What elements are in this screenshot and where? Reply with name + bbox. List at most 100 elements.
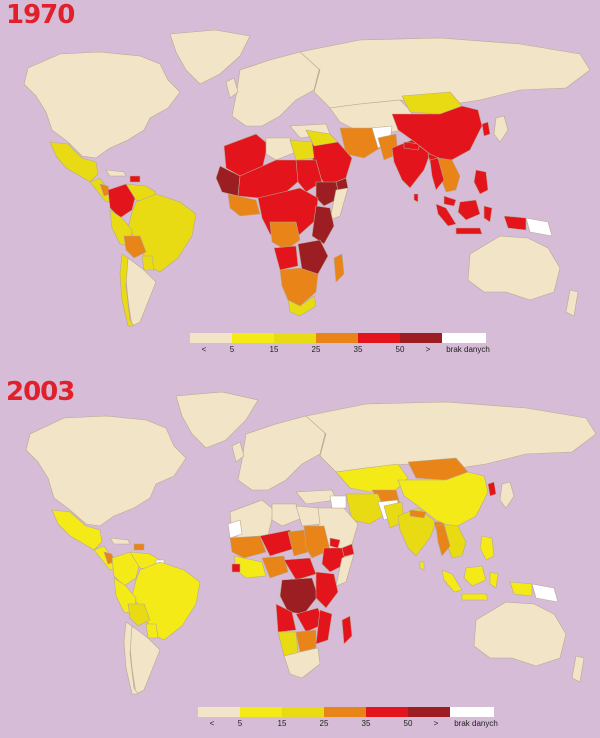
mexico xyxy=(49,141,99,183)
thailand-burma xyxy=(429,157,445,191)
east-africa xyxy=(311,205,335,245)
legend-swatch xyxy=(442,333,486,343)
paraguay xyxy=(145,623,159,639)
egypt xyxy=(295,505,321,527)
legend-swatch xyxy=(400,333,442,343)
new-guinea-west xyxy=(509,581,533,597)
sri-lanka xyxy=(413,193,419,203)
legend-label: 50 xyxy=(395,345,405,354)
legend-label: 25 xyxy=(311,345,321,354)
north-africa-libya xyxy=(265,137,297,161)
angola xyxy=(273,245,299,271)
legend-swatch xyxy=(316,333,358,343)
brazil xyxy=(131,561,201,641)
world-map-1970 xyxy=(23,30,591,327)
legend-swatch xyxy=(198,707,240,717)
legend-label: 50 xyxy=(403,719,413,728)
mozambique xyxy=(315,609,333,645)
somalia xyxy=(329,187,349,221)
russia xyxy=(305,401,597,473)
sulawesi xyxy=(483,205,493,223)
legend-swatch xyxy=(190,333,232,343)
north-america xyxy=(25,415,187,527)
legend-label: 5 xyxy=(229,345,235,354)
paraguay xyxy=(141,255,155,271)
legend-label: 25 xyxy=(319,719,329,728)
zambia-moz xyxy=(297,239,329,275)
legend-swatch xyxy=(366,707,408,717)
india xyxy=(397,507,437,557)
chile xyxy=(123,621,139,695)
legend-label: < xyxy=(201,345,207,354)
sumatra xyxy=(441,569,463,593)
madagascar xyxy=(341,615,353,645)
map-title-1970: 1970 xyxy=(6,0,75,30)
legend-label: 35 xyxy=(353,345,363,354)
argentina xyxy=(129,625,161,695)
korea xyxy=(481,121,491,137)
haiti xyxy=(133,543,145,551)
west-africa-coast xyxy=(227,193,261,217)
mexico xyxy=(51,509,103,551)
australia xyxy=(467,235,561,301)
new-guinea-west xyxy=(503,215,527,231)
southern-africa xyxy=(279,267,319,307)
europe xyxy=(231,51,321,127)
libya xyxy=(271,503,303,527)
mauritania-mali xyxy=(229,535,267,559)
sudan xyxy=(295,159,323,193)
australia xyxy=(473,601,567,667)
legend-swatch xyxy=(282,707,324,717)
java xyxy=(461,593,489,601)
sulawesi xyxy=(489,571,499,589)
legend-swatch xyxy=(240,707,282,717)
nigeria xyxy=(261,555,289,579)
legend-label: < xyxy=(209,719,215,728)
uk xyxy=(231,441,245,463)
iraq xyxy=(329,495,347,509)
north-america xyxy=(23,51,181,159)
botswana-zim xyxy=(295,629,317,653)
legend-label: brak danych xyxy=(446,345,490,354)
java xyxy=(455,227,483,235)
western-sahara xyxy=(227,519,243,539)
cuba xyxy=(105,169,127,177)
south-africa xyxy=(283,647,321,679)
nepal xyxy=(409,509,427,519)
legend-swatch xyxy=(274,333,316,343)
china xyxy=(391,105,483,163)
greenland xyxy=(175,392,259,449)
angola xyxy=(275,603,297,633)
legend-swatch xyxy=(358,333,400,343)
egypt xyxy=(289,139,315,161)
chad xyxy=(287,529,309,557)
map-title-2003: 2003 xyxy=(6,377,75,407)
madagascar xyxy=(333,253,345,283)
bolivia xyxy=(127,603,151,627)
new-zealand xyxy=(571,655,585,683)
japan xyxy=(493,115,509,143)
legend-label: 35 xyxy=(361,719,371,728)
uk xyxy=(225,77,239,99)
argentina xyxy=(125,257,157,327)
japan xyxy=(499,481,515,509)
eritrea xyxy=(329,537,341,549)
malaysia xyxy=(443,195,457,207)
new-guinea-east xyxy=(525,217,553,237)
korea-north xyxy=(487,481,497,497)
world-map-2003 xyxy=(25,392,597,695)
europe xyxy=(237,415,327,491)
namibia xyxy=(277,631,299,657)
chile xyxy=(119,253,135,327)
legend-label: 5 xyxy=(237,719,243,728)
nepal xyxy=(403,141,421,151)
new-zealand xyxy=(565,289,579,317)
iraq-syria xyxy=(305,129,339,147)
borneo xyxy=(463,565,487,587)
south-africa xyxy=(287,295,317,317)
somalia xyxy=(335,553,355,587)
legend-swatch xyxy=(324,707,366,717)
legend-label: 15 xyxy=(277,719,287,728)
sierra-leone xyxy=(231,563,241,573)
china xyxy=(397,471,489,529)
